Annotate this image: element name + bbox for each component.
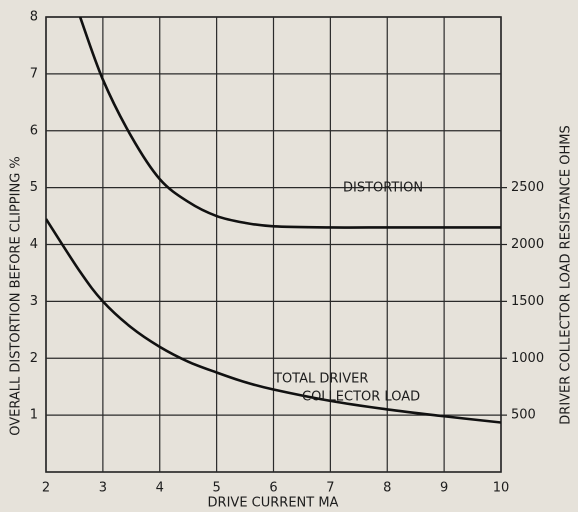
- y2-axis-label: DRIVER COLLECTOR LOAD RESISTANCE OHMS: [559, 125, 574, 424]
- y-tick-label: 8: [30, 10, 38, 25]
- y2-tick-label: 1500: [511, 294, 544, 309]
- y2-tick-label: 500: [511, 408, 536, 423]
- x-tick-label: 4: [156, 481, 164, 496]
- x-tick-label: 9: [440, 481, 448, 496]
- y-tick-label: 2: [30, 351, 38, 366]
- y-axis-label: OVERALL DISTORTION BEFORE CLIPPING %: [9, 156, 24, 436]
- y-tick-label: 5: [30, 180, 38, 195]
- y-tick-label: 6: [30, 123, 38, 138]
- y-tick-label: 7: [30, 66, 38, 81]
- x-tick-label: 10: [493, 481, 510, 496]
- x-tick-label: 3: [99, 481, 107, 496]
- x-tick-label: 6: [269, 481, 277, 496]
- annotation: TOTAL DRIVER: [273, 372, 368, 387]
- y-tick-label: 3: [30, 294, 38, 309]
- y-tick-label: 1: [30, 408, 38, 423]
- curve: [46, 218, 501, 424]
- x-tick-label: 7: [326, 481, 334, 496]
- y2-tick-label: 1000: [511, 351, 544, 366]
- curve: [78, 17, 501, 229]
- x-tick-label: 5: [212, 481, 220, 496]
- annotation: COLLECTOR LOAD: [302, 390, 420, 405]
- x-axis-label: DRIVE CURRENT MA: [208, 496, 339, 511]
- annotation: DISTORTION: [343, 181, 423, 196]
- x-tick-label: 2: [42, 481, 50, 496]
- y-tick-label: 4: [30, 237, 38, 252]
- x-tick-label: 8: [383, 481, 391, 496]
- y2-tick-label: 2000: [511, 237, 544, 252]
- y2-tick-label: 2500: [511, 180, 544, 195]
